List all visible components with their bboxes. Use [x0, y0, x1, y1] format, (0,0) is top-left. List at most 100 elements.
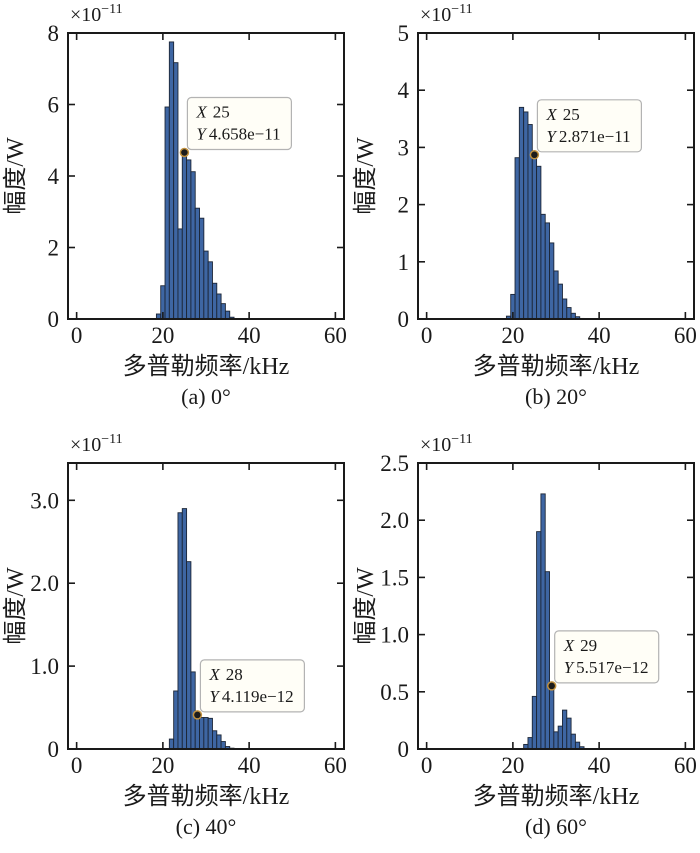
x-tick-label: 0 [71, 753, 83, 778]
histogram-bar [194, 714, 200, 750]
histogram-bar [203, 250, 209, 320]
datatip-y-number: 5.517e−12 [576, 658, 648, 677]
x-tick-label: 60 [674, 753, 697, 778]
datatip-x-value: X 28 [208, 665, 242, 684]
histogram-bar [194, 207, 200, 320]
histogram-bar [181, 152, 188, 320]
histogram-bar [186, 159, 192, 320]
y-tick-label: 2 [398, 193, 410, 218]
datatip-marker [529, 150, 540, 160]
histogram-bar [220, 741, 226, 750]
datatip-y-label: Y [209, 687, 220, 706]
histogram-bar [523, 111, 529, 320]
y-tick-label: 1 [398, 250, 410, 275]
datatip-box [554, 630, 660, 684]
y-axis-label: 幅度/W [2, 567, 29, 645]
y-tick-label: 2.0 [30, 571, 59, 596]
histogram-bar [570, 733, 576, 750]
histogram-bar [536, 165, 542, 320]
datatip-x-label: X [563, 636, 575, 655]
x-tick-label: 40 [588, 753, 611, 778]
axis-scale-label: ×10−11 [420, 2, 473, 26]
x-tick-label: 20 [151, 323, 174, 348]
histogram-bar [540, 493, 546, 750]
plot-box [417, 462, 695, 750]
datatip-y-label: Y [546, 127, 557, 146]
subplot-caption: (d) 60° [525, 814, 587, 839]
histogram-bar [199, 217, 205, 320]
histogram-chart-d: 0 20 40 60 0 0.5 1.0 1.5 2.0 2.5 ×10−11 幅度/W 多普勒频率/k… [352, 432, 697, 839]
histogram-bar [181, 508, 188, 750]
x-tick-label: 40 [588, 323, 611, 348]
axis-scale-exponent: −11 [101, 432, 122, 447]
histogram-bar [212, 282, 218, 320]
histogram-bar [224, 310, 231, 320]
histogram-bar [557, 283, 563, 320]
plot-box [417, 32, 695, 320]
x-tick-label: 0 [421, 323, 433, 348]
histogram-bar [531, 154, 538, 320]
histogram-chart-c: 0 20 40 60 0 1.0 2.0 3.0 ×10−11 幅度/W 多普勒频率/kHz (c) … [2, 432, 347, 839]
datatip-y-value: Y 4.119e−12 [209, 687, 293, 706]
subplot-caption: (a) 0° [181, 384, 231, 409]
histogram-bar [562, 709, 568, 750]
histogram-bar [518, 106, 525, 320]
histogram-bar [566, 307, 572, 320]
histogram-bar [216, 734, 222, 750]
histogram-bar [177, 228, 183, 320]
axis-scale-label: ×10−11 [420, 432, 473, 456]
axis-scale-mantissa: ×10 [420, 4, 451, 26]
axis-scale-mantissa: ×10 [70, 4, 101, 26]
datatip-x-value: X 29 [563, 636, 597, 655]
histogram-bar [544, 222, 550, 320]
y-tick-label: 3.0 [30, 488, 59, 513]
y-tick-label: 6 [48, 93, 60, 118]
histogram-bar [540, 213, 546, 320]
histogram-bar [177, 512, 183, 750]
y-tick-label: 0 [398, 737, 410, 762]
histogram-bar [173, 62, 179, 320]
axis-scale-label: ×10−11 [70, 2, 123, 26]
datatip-x-number: 28 [226, 665, 243, 684]
y-tick-label: 0.5 [380, 680, 409, 705]
datatip-x-label: X [208, 665, 220, 684]
x-tick-label: 0 [421, 753, 433, 778]
datatip-x-number: 29 [580, 636, 597, 655]
subplot-b: 0 20 40 60 0 1 2 3 4 5 ×10−11 幅度/W 多普勒频率/kHz (b) 20° X… [350, 0, 700, 430]
plot-box [67, 462, 345, 750]
y-tick-label: 1.0 [30, 654, 59, 679]
histogram-bar [168, 41, 175, 320]
histogram-bar [562, 298, 568, 320]
y-tick-label: 2 [48, 236, 60, 261]
datatip-y-label: Y [196, 125, 207, 144]
axis-scale-exponent: −11 [101, 2, 122, 17]
histogram-bar [212, 730, 218, 750]
y-axis-label: 幅度/W [2, 137, 29, 215]
subplot-caption: (c) 40° [176, 814, 237, 839]
subplot-c: 0 20 40 60 0 1.0 2.0 3.0 ×10−11 幅度/W 多普勒频率/kHz (c) … [0, 430, 350, 853]
y-tick-label: 1.5 [380, 565, 409, 590]
datatip-x-number: 25 [213, 103, 230, 122]
histogram-chart-a: 0 20 40 60 0 2 4 6 8 ×10−11 幅度/W 多普勒频率/kHz (a) 0° X 25… [2, 2, 347, 409]
histogram-bar [514, 157, 520, 320]
datatip-marker [179, 147, 190, 158]
datatip-y-value: Y 4.658e−11 [196, 125, 280, 144]
datatip-marker [192, 710, 203, 720]
histogram-bar [527, 737, 533, 750]
y-tick-label: 3 [398, 135, 410, 160]
histogram-bar [207, 261, 213, 320]
histogram-bar [544, 571, 550, 750]
x-tick-label: 20 [151, 753, 174, 778]
histogram-bar [566, 717, 572, 750]
x-tick-label: 60 [674, 323, 697, 348]
subplot-caption: (b) 20° [525, 384, 587, 409]
y-tick-label: 0 [398, 307, 410, 332]
histogram-bar [203, 717, 209, 750]
y-axis-label: 幅度/W [352, 137, 379, 215]
histogram-bar [536, 531, 542, 750]
histogram-bar [190, 671, 196, 750]
x-tick-label: 0 [71, 323, 83, 348]
histogram-bar [220, 303, 226, 320]
y-tick-label: 2.5 [380, 451, 409, 476]
histogram-bar [164, 106, 170, 320]
